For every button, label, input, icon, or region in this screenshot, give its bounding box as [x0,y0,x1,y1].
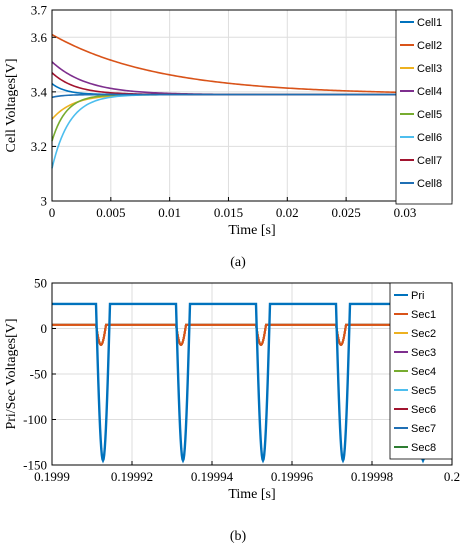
x-tick-label: 0.01 [158,205,181,220]
series-line-cell8 [51,93,452,99]
y-axis-label: Cell Voltages[V] [4,59,19,153]
panel-caption-a: (a) [230,255,246,270]
y-tick-label: -100 [23,412,47,427]
legend-label-sec6: Sec6 [411,404,436,416]
y-tick-label: 3.7 [31,3,48,18]
x-tick-label: 0.025 [331,205,360,220]
y-axis-label: Pri/Sec Voltages[V] [4,318,19,429]
x-tick-label: 0.1999 [34,469,70,484]
series-lines [51,33,453,169]
y-tick-label: 3.6 [31,30,48,45]
y-tick-label: -50 [30,367,47,382]
x-tick-label: 0.005 [96,205,125,220]
x-tick-label: 0.03 [394,205,417,220]
chart-panel-a: 0 0.005 0.01 0.015 0.02 0.025 0.03 3 3.2 3.4 3.6 3.… [4,3,453,238]
x-tick-label: 0.015 [214,205,243,220]
legend-label-cell8: Cell8 [417,178,442,190]
x-tick-label: 0.19994 [191,469,234,484]
plot-area [52,10,452,201]
y-tick-label: -150 [23,458,47,473]
y-tick-label: 3.4 [31,84,48,99]
x-axis-label: Time [s] [228,487,275,502]
panel-caption-b: (b) [230,529,247,544]
legend-label-sec5: Sec5 [411,385,436,397]
legend-label-cell2: Cell2 [417,40,442,52]
legend: Cell1 Cell2 Cell3 Cell4 Cell5 Cell6 Cell7 Cell8 [395,9,453,205]
x-tick-label: 0.19998 [351,469,393,484]
legend-label-cell1: Cell1 [417,17,442,29]
y-tick-label: 0 [41,321,48,336]
legend-box [395,9,453,205]
legend-label-sec3: Sec3 [411,347,436,359]
legend-label-pri: Pri [411,290,424,302]
series-line-cell2 [51,33,453,95]
x-axis-label: Time [s] [228,223,275,238]
legend-label-cell3: Cell3 [417,63,442,75]
legend: Pri Sec1 Sec2 Sec3 Sec4 Sec5 Sec6 Sec7 Sec8 [389,282,453,460]
y-tick-label: 3.2 [31,139,47,154]
legend-label-cell4: Cell4 [417,86,442,98]
legend-label-cell7: Cell7 [417,155,442,167]
x-tick-label: 0.02 [276,205,299,220]
legend-label-sec7: Sec7 [411,423,436,435]
chart-panel-b: 0.1999 0.19992 0.19994 0.19996 0.19998 0.2 -15… [4,276,460,503]
x-tick-label: 0.19992 [111,469,153,484]
legend-label-cell6: Cell6 [417,132,442,144]
x-tick-label: 0.2 [444,469,460,484]
legend-label-cell5: Cell5 [417,109,442,121]
legend-label-sec1: Sec1 [411,309,436,321]
legend-label-sec8: Sec8 [411,442,436,454]
x-tick-label: 0 [49,205,56,220]
legend-label-sec2: Sec2 [411,328,436,340]
x-tick-label: 0.19996 [271,469,314,484]
legend-label-sec4: Sec4 [411,366,436,378]
y-tick-label: 3 [41,194,48,209]
y-tick-label: 50 [34,276,47,291]
